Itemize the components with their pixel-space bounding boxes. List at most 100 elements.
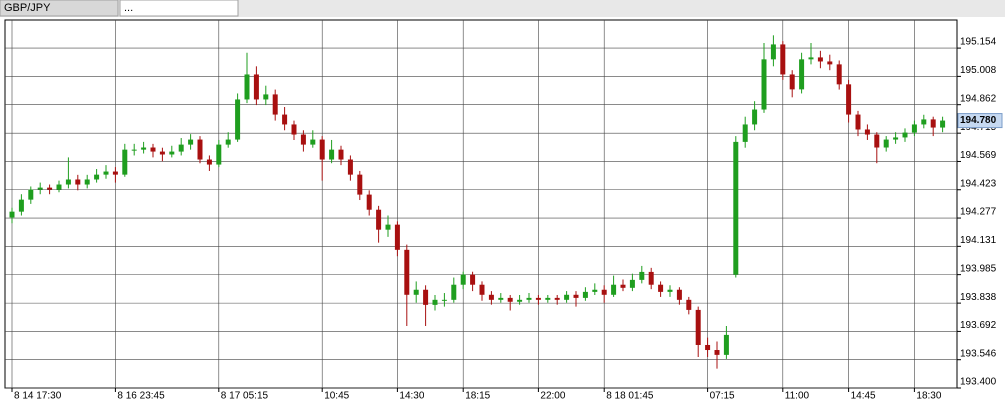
candle-body bbox=[404, 249, 410, 295]
candle-body bbox=[930, 119, 936, 128]
candle-body bbox=[808, 57, 814, 60]
candle-body bbox=[84, 179, 90, 185]
candle-body bbox=[310, 139, 316, 145]
y-tick-label: 193.985 bbox=[960, 263, 997, 274]
candle-body bbox=[911, 124, 917, 133]
candle-body bbox=[601, 289, 607, 295]
candle-body bbox=[159, 151, 165, 155]
candle-body bbox=[648, 271, 654, 285]
candle-body bbox=[28, 189, 34, 200]
y-tick-label: 194.423 bbox=[960, 178, 997, 189]
candle-body bbox=[733, 141, 739, 275]
candle-body bbox=[488, 294, 494, 300]
tab-label[interactable]: ... bbox=[124, 2, 133, 14]
candle-body bbox=[282, 114, 288, 125]
candle-body bbox=[413, 289, 419, 295]
candle-body bbox=[56, 184, 62, 190]
y-tick-label: 193.400 bbox=[960, 377, 997, 388]
candle-body bbox=[235, 99, 241, 140]
candle-body bbox=[178, 144, 184, 152]
candle-body bbox=[470, 274, 476, 285]
candle-body bbox=[573, 294, 579, 298]
candle-body bbox=[376, 209, 382, 230]
x-tick-label: 18:15 bbox=[465, 391, 490, 402]
tab[interactable] bbox=[119, 0, 239, 17]
candle-body bbox=[695, 309, 701, 345]
candle-body bbox=[94, 174, 100, 180]
candle-body bbox=[742, 124, 748, 142]
x-tick-label: 22:00 bbox=[540, 391, 565, 402]
candle-body bbox=[216, 144, 222, 165]
candle-body bbox=[517, 299, 523, 302]
candle-body bbox=[629, 279, 635, 288]
candle-body bbox=[789, 74, 795, 90]
candle-body bbox=[451, 284, 457, 300]
x-tick-label: 18:30 bbox=[916, 391, 941, 402]
candle-body bbox=[18, 199, 24, 212]
y-tick-label: 193.838 bbox=[960, 292, 997, 303]
y-tick-label: 193.692 bbox=[960, 320, 997, 331]
candle-body bbox=[103, 171, 109, 175]
candle-body bbox=[620, 284, 626, 288]
candle-body bbox=[9, 211, 15, 218]
candle-body bbox=[686, 299, 692, 310]
candle-body bbox=[169, 151, 175, 155]
candle-body bbox=[460, 274, 466, 285]
candle-body bbox=[423, 289, 429, 305]
candle-body bbox=[507, 297, 513, 302]
candle-body bbox=[498, 297, 504, 300]
candle-body bbox=[112, 171, 118, 175]
candle-body bbox=[564, 294, 570, 300]
candle-body bbox=[611, 284, 617, 295]
candle-body bbox=[291, 124, 297, 135]
candle-body bbox=[263, 94, 269, 100]
y-tick-label: 194.277 bbox=[960, 207, 997, 218]
candle-body bbox=[150, 147, 156, 152]
x-tick-label: 11:00 bbox=[785, 391, 810, 402]
candle-body bbox=[846, 84, 852, 115]
candle-body bbox=[893, 137, 899, 140]
candle-body bbox=[122, 149, 128, 175]
candle-body bbox=[394, 224, 400, 250]
candle-body bbox=[338, 149, 344, 160]
candle-body bbox=[780, 44, 786, 75]
last-price-label: 194.780 bbox=[960, 115, 997, 126]
candle-body bbox=[874, 134, 880, 148]
x-tick-label: 14:45 bbox=[851, 391, 876, 402]
candle-body bbox=[705, 344, 711, 351]
candle-body bbox=[479, 284, 485, 295]
candle-body bbox=[545, 297, 551, 300]
x-tick-label: 07:15 bbox=[710, 391, 735, 402]
candle-body bbox=[244, 74, 250, 100]
candle-body bbox=[752, 109, 758, 125]
x-tick-label: 14:30 bbox=[399, 391, 424, 402]
candle-body bbox=[921, 119, 927, 125]
candle-body bbox=[272, 94, 278, 115]
x-tick-label: 8 17 05:15 bbox=[221, 391, 269, 402]
candle-body bbox=[592, 289, 598, 292]
last-price-box bbox=[957, 113, 1003, 129]
candle-body bbox=[723, 334, 729, 355]
tab-bar bbox=[0, 0, 1005, 17]
candle-body bbox=[300, 134, 306, 145]
y-tick-label: 194.131 bbox=[960, 235, 997, 246]
tab-label[interactable]: GBP/JPY bbox=[4, 2, 51, 14]
candle-body bbox=[432, 299, 438, 305]
candle-body bbox=[855, 114, 861, 130]
y-tick-label: 195.154 bbox=[960, 37, 997, 48]
chart-layer: 193.400 193.546 193.692 193.838 193.985 194.1… bbox=[5, 20, 1003, 402]
tab-active[interactable] bbox=[0, 0, 119, 17]
x-tick-label: 8 18 01:45 bbox=[606, 391, 654, 402]
candle-body bbox=[582, 291, 588, 298]
candle-body bbox=[385, 224, 391, 230]
candle-body bbox=[329, 149, 335, 160]
candle-body bbox=[366, 194, 372, 210]
x-tick-label: 10:45 bbox=[324, 391, 349, 402]
candle-body bbox=[864, 129, 870, 135]
candle-body bbox=[319, 139, 325, 160]
candle-body bbox=[65, 179, 71, 185]
candle-body bbox=[535, 297, 541, 300]
x-tick-label: 8 14 17:30 bbox=[14, 391, 62, 402]
candle-body bbox=[940, 120, 946, 128]
